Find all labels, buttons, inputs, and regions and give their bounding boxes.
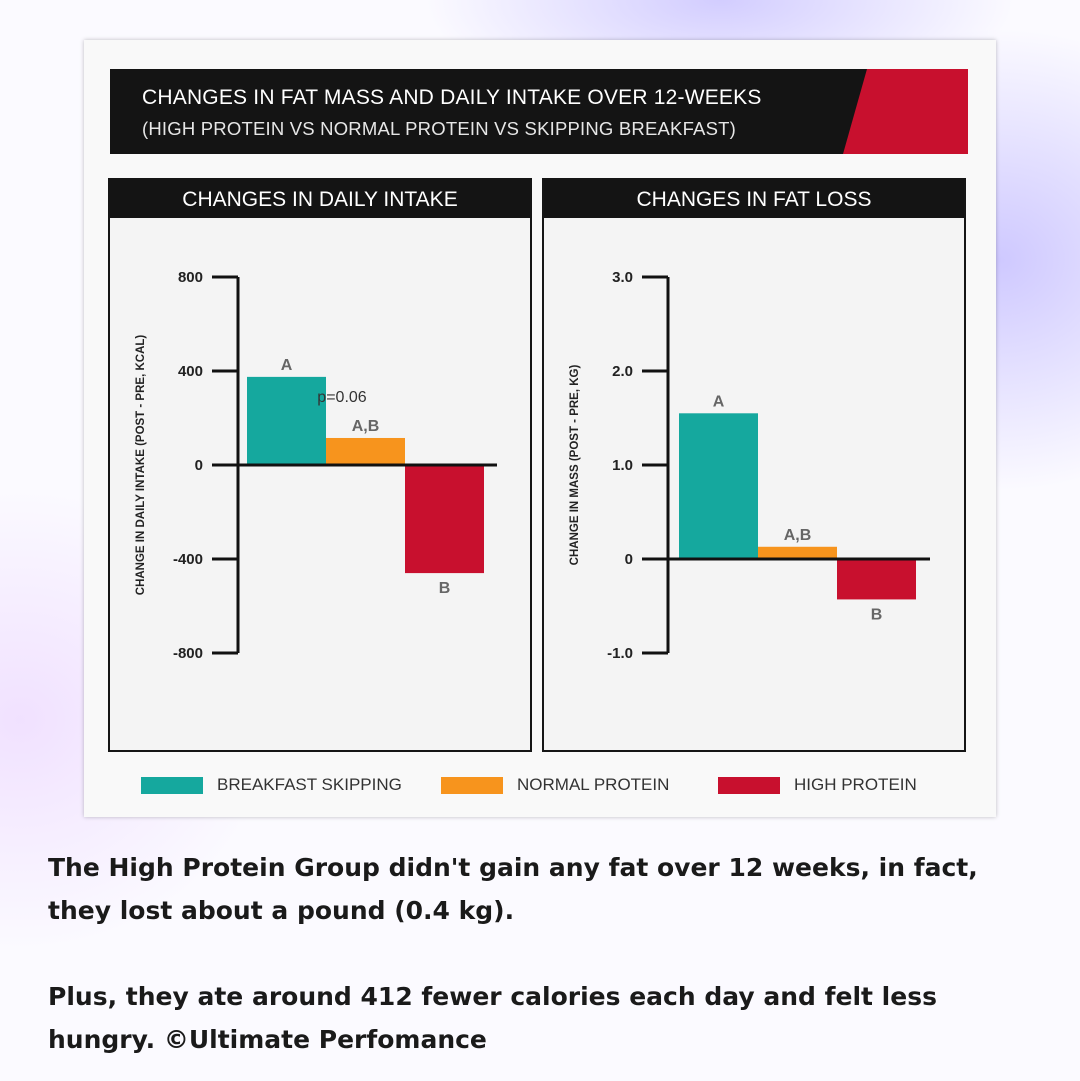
fatloss-y-tick-label: -1.0 xyxy=(607,645,633,662)
legend-label-breakfast-skipping: BREAKFAST SKIPPING xyxy=(217,775,402,794)
fatloss-y-tick-label: 3.0 xyxy=(612,269,633,286)
intake-y-tick-label: -400 xyxy=(173,551,203,568)
chart-subtitle: (HIGH PROTEIN VS NORMAL PROTEIN VS SKIPP… xyxy=(142,118,736,139)
intake-bar-normal-protein xyxy=(326,437,405,465)
legend-label-normal-protein: NORMAL PROTEIN xyxy=(517,775,670,794)
daily-intake-title: CHANGES IN DAILY INTAKE xyxy=(110,180,530,218)
legend-item-high-protein: HIGH PROTEIN xyxy=(718,770,917,800)
intake-y-tick-label: 400 xyxy=(178,363,203,380)
legend-swatch-high-protein xyxy=(718,776,780,794)
fatloss-y-tick-label: 1.0 xyxy=(612,457,633,474)
fat-loss-panel: CHANGES IN FAT LOSS 3.0 2.0 1.0 0 -1.0 CHANGE… xyxy=(542,178,966,752)
fatloss-bar-label-breakfast-skipping: A xyxy=(713,393,725,410)
intake-y-tick-label: 0 xyxy=(195,457,203,474)
intake-bar-label-high-protein: B xyxy=(439,580,451,597)
caption-line-2: they lost about a pound (0.4 kg). xyxy=(48,896,515,925)
intake-bar-high-protein xyxy=(405,465,484,574)
fatloss-y-tick-label: 2.0 xyxy=(612,363,633,380)
caption-line-1: The High Protein Group didn't gain any f… xyxy=(48,853,978,882)
fatloss-bar-label-normal-protein: A,B xyxy=(784,527,812,544)
intake-annotation: p=0.06 xyxy=(317,389,366,406)
intake-bar-label-normal-protein: A,B xyxy=(352,418,380,435)
fatloss-bar-breakfast-skipping xyxy=(679,413,758,559)
daily-intake-chart: 800 400 0 -400 -800 CHANGE IN DAILY INTAKE (P… xyxy=(135,269,497,662)
fatloss-bar-label-high-protein: B xyxy=(871,606,883,623)
intake-bar-breakfast-skipping xyxy=(247,376,326,465)
daily-intake-panel: CHANGES IN DAILY INTAKE 800 400 0 -400 -800 C… xyxy=(108,178,532,752)
intake-y-tick-label: -800 xyxy=(173,645,203,662)
infographic-card: CHANGES IN FAT MASS AND DAILY INTAKE OVE… xyxy=(84,40,996,817)
fatloss-bar-high-protein xyxy=(837,559,916,600)
legend-item-breakfast-skipping: BREAKFAST SKIPPING xyxy=(141,770,402,800)
title-bar: CHANGES IN FAT MASS AND DAILY INTAKE OVE… xyxy=(110,69,968,154)
title-accent xyxy=(843,69,968,154)
caption-line-3: Plus, they ate around 412 fewer calories… xyxy=(48,982,937,1011)
caption-line-4: hungry. ©Ultimate Perfomance xyxy=(48,1025,487,1054)
chart-main-title: CHANGES IN FAT MASS AND DAILY INTAKE OVE… xyxy=(142,86,762,109)
fat-loss-chart: 3.0 2.0 1.0 0 -1.0 CHANGE IN MASS (POST - PRE… xyxy=(569,269,930,662)
legend-label-high-protein: HIGH PROTEIN xyxy=(794,775,917,794)
fatloss-y-axis-title: CHANGE IN MASS (POST - PRE, KG) xyxy=(569,365,581,566)
fat-loss-title: CHANGES IN FAT LOSS xyxy=(544,180,964,218)
legend-item-normal-protein: NORMAL PROTEIN xyxy=(441,770,669,800)
fatloss-y-tick-label: 0 xyxy=(625,551,633,568)
legend-swatch-normal-protein xyxy=(441,776,503,794)
intake-y-tick-label: 800 xyxy=(178,269,203,286)
legend-swatch-breakfast-skipping xyxy=(141,776,203,794)
intake-y-axis-title: CHANGE IN DAILY INTAKE (POST - PRE, KCAL… xyxy=(135,335,147,596)
fatloss-bar-normal-protein xyxy=(758,546,837,559)
intake-bar-label-breakfast-skipping: A xyxy=(281,357,293,374)
